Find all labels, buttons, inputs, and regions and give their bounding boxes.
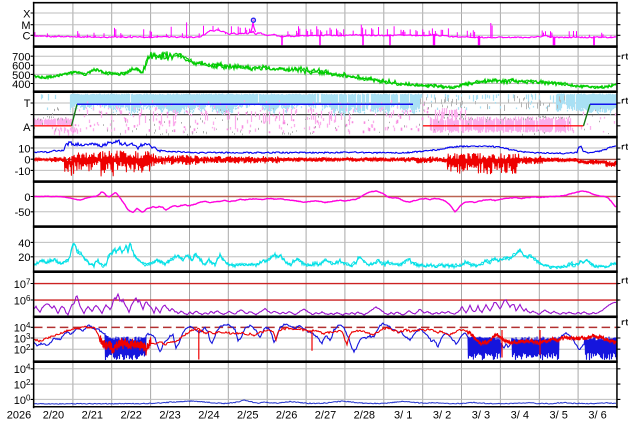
svg-text:0: 0 xyxy=(24,192,30,204)
svg-text:-10: -10 xyxy=(15,166,31,178)
svg-text:10: 10 xyxy=(18,143,30,155)
svg-text:400: 400 xyxy=(12,79,30,91)
svg-text:X: X xyxy=(23,8,31,20)
svg-text:C: C xyxy=(23,31,31,43)
svg-text:M: M xyxy=(21,20,30,32)
svg-text:2/28: 2/28 xyxy=(354,410,375,422)
svg-text:500: 500 xyxy=(12,70,30,82)
svg-text:2/27: 2/27 xyxy=(315,410,336,422)
svg-text:3/ 1: 3/ 1 xyxy=(394,410,412,422)
svg-text:20: 20 xyxy=(18,252,30,264)
svg-text:2/21: 2/21 xyxy=(82,410,103,422)
svg-text:3/ 5: 3/ 5 xyxy=(550,410,568,422)
svg-text:0: 0 xyxy=(24,155,30,167)
svg-text:3/ 3: 3/ 3 xyxy=(472,410,490,422)
svg-text:2/22: 2/22 xyxy=(120,410,141,422)
svg-text:700: 700 xyxy=(12,52,30,64)
svg-text:3/ 6: 3/ 6 xyxy=(588,410,606,422)
svg-text:3/ 4: 3/ 4 xyxy=(511,410,529,422)
svg-text:2/20: 2/20 xyxy=(43,410,64,422)
svg-text:2026: 2026 xyxy=(7,410,31,422)
svg-text:2/25: 2/25 xyxy=(237,410,258,422)
svg-text:600: 600 xyxy=(12,61,30,73)
svg-text:2/24: 2/24 xyxy=(198,410,219,422)
svg-text:T: T xyxy=(24,98,31,110)
svg-text:A: A xyxy=(23,122,31,134)
svg-text:-50: -50 xyxy=(15,207,31,219)
svg-text:40: 40 xyxy=(18,238,30,250)
svg-text:2/26: 2/26 xyxy=(276,410,297,422)
svg-text:3/ 2: 3/ 2 xyxy=(433,410,451,422)
svg-text:2/23: 2/23 xyxy=(159,410,180,422)
